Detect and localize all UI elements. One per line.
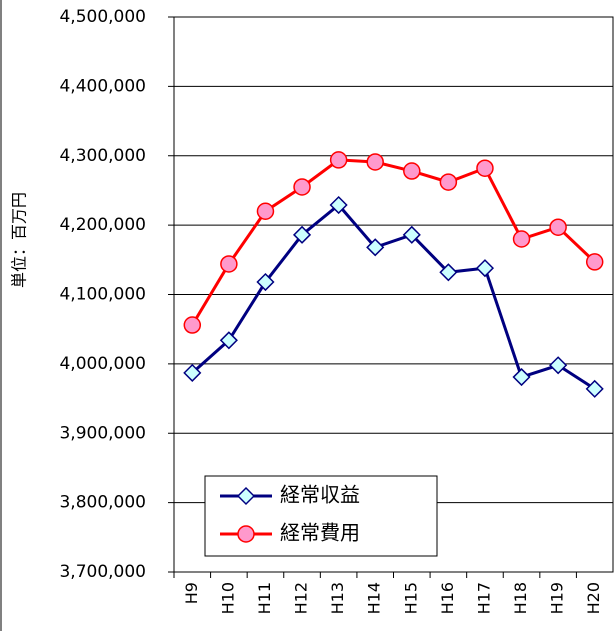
data-point: [549, 356, 568, 375]
y-tick-label: 4,500,000: [59, 7, 146, 27]
y-tick-label: 3,900,000: [59, 423, 146, 443]
data-point: [256, 272, 275, 292]
x-tick-label: H14: [365, 582, 384, 614]
data-point: [403, 162, 421, 180]
y-tick-label: 3,700,000: [59, 562, 146, 582]
data-point: [439, 173, 458, 191]
data-point: [329, 195, 348, 215]
x-tick-label: H19: [548, 582, 567, 614]
x-tick-label: H9: [182, 582, 201, 604]
y-tick-label: 4,300,000: [59, 146, 146, 166]
x-tick-label: H20: [584, 582, 603, 614]
x-tick-label: H11: [255, 582, 274, 614]
legend-marker: [236, 486, 256, 506]
data-point: [183, 316, 202, 334]
data-point: [402, 225, 421, 244]
x-tick-label: H16: [438, 582, 457, 614]
x-tick-label: H10: [218, 582, 237, 614]
data-point: [585, 379, 604, 398]
series-line: [191, 202, 596, 391]
y-tick-label: 3,800,000: [59, 493, 146, 513]
data-point: [512, 230, 531, 248]
y-tick-label: 4,400,000: [59, 76, 146, 96]
y-tick-label: 4,200,000: [59, 215, 146, 235]
data-point: [219, 331, 238, 350]
data-point: [439, 263, 458, 282]
data-point: [366, 153, 384, 171]
x-tick-label: H13: [328, 582, 347, 614]
data-point: [292, 225, 312, 244]
data-point: [183, 363, 202, 382]
data-point: [256, 202, 275, 220]
y-axis-label: 単位：百万円: [10, 192, 29, 288]
data-point: [512, 367, 531, 387]
data-point: [329, 151, 348, 169]
data-point: [476, 159, 494, 177]
x-tick-label: H18: [511, 582, 530, 614]
legend-label: 経常収益: [280, 483, 360, 507]
data-point: [549, 218, 567, 236]
data-point: [366, 238, 385, 257]
data-point: [293, 178, 311, 196]
x-tick-label: H15: [401, 582, 420, 614]
x-tick-label: H17: [474, 582, 493, 614]
legend-marker: [237, 525, 255, 543]
legend-label: 経常費用: [280, 521, 360, 545]
x-tick-label: H12: [292, 582, 311, 614]
data-point: [475, 259, 495, 278]
y-tick-label: 4,000,000: [59, 354, 146, 374]
data-point: [220, 255, 238, 273]
data-point: [585, 253, 604, 271]
y-tick-label: 4,100,000: [59, 285, 146, 305]
